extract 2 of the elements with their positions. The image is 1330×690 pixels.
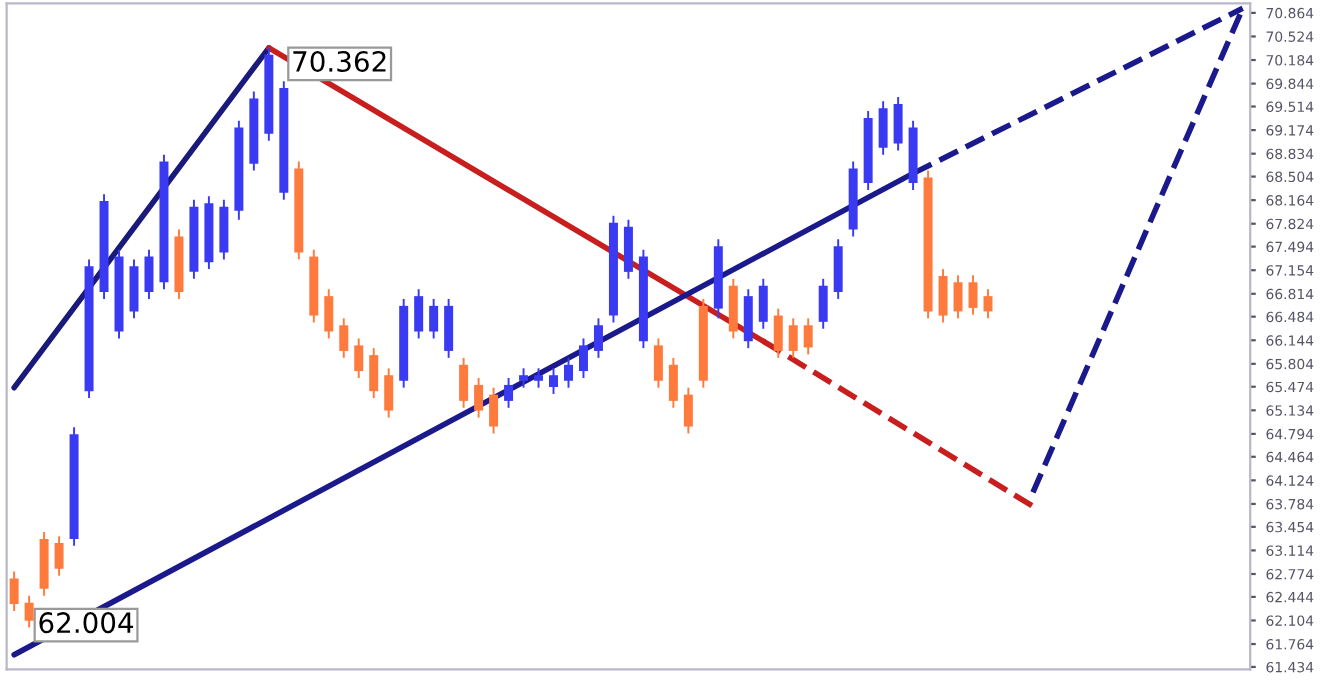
annotation: 62.004	[39, 612, 134, 634]
annotation: 70.362	[293, 50, 386, 72]
